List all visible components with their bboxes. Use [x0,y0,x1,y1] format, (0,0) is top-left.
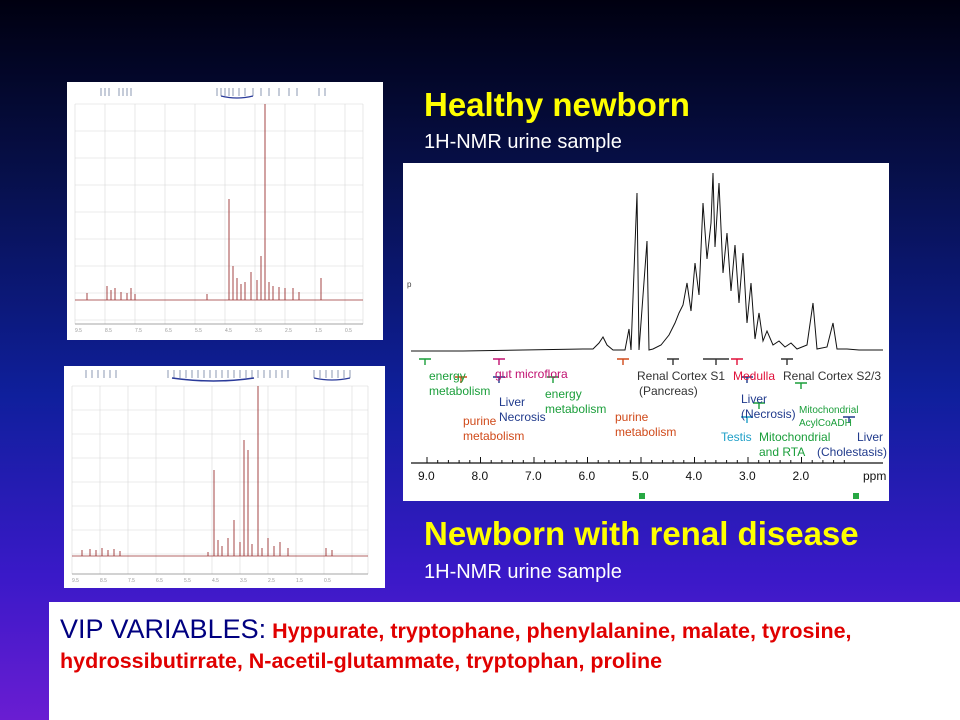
vip-variables-label: VIP VARIABLES: [60,614,267,644]
vip-metabolites-list: Hyppurate, tryptophane, phenylalanine, m… [60,619,852,673]
annotation-label: metabolism [545,402,606,416]
annotation-label: gut microflora [495,367,568,381]
svg-text:0.5: 0.5 [324,578,331,584]
renal-disease-subtitle: 1H-NMR urine sample [424,561,622,583]
annotation-label: Renal Cortex S2/3 [783,369,881,383]
healthy-newborn-subtitle: 1H-NMR urine sample [424,131,622,153]
annotation-label: Mitochondrial [799,405,858,416]
annotation-label: Medulla [733,369,775,383]
annotation-label: and RTA [759,445,805,459]
svg-text:1.5: 1.5 [315,328,322,334]
svg-text:4.5: 4.5 [212,578,219,584]
axis-tick-label: 7.0 [525,469,542,483]
annotation-label: energy [429,369,466,383]
annotation-label: (Necrosis) [741,407,796,421]
healthy-spectrum-plot: 9.5 8.5 7.5 6.5 5.5 4.5 3.5 2.5 1.5 0.5 [74,88,364,334]
svg-text:p: p [407,280,412,289]
annotation-label: Testis [721,430,752,444]
renal-spectrum-thumbnail: 9.5 8.5 7.5 6.5 5.5 4.5 3.5 2.5 1.5 0.5 [64,366,385,588]
svg-text:2.5: 2.5 [285,328,292,334]
annotation-label: Liver [857,430,883,444]
svg-text:7.5: 7.5 [128,578,135,584]
annotation-label: (Pancreas) [639,384,698,398]
axis-tick-label: 5.0 [632,469,649,483]
annotation-label: Necrosis [499,410,546,424]
svg-text:7.5: 7.5 [135,328,142,334]
axis-tick-label: 9.0 [418,469,435,483]
svg-text:4.5: 4.5 [225,328,232,334]
svg-text:9.5: 9.5 [75,328,82,334]
svg-text:0.5: 0.5 [345,328,352,334]
annotation-label: Liver [741,392,767,406]
annotated-spectrum-plot: p energy metabolism gut microflora Liver [403,163,889,501]
annotation-label: AcylCoADH [799,418,852,429]
annotation-label: purine [463,414,497,428]
annotation-label: Renal Cortex S1 [637,369,725,383]
annotation-label: Liver [499,395,525,409]
healthy-newborn-title: Healthy newborn [424,86,690,123]
renal-disease-title: Newborn with renal disease [424,515,859,552]
svg-text:8.5: 8.5 [100,578,107,584]
svg-text:5.5: 5.5 [184,578,191,584]
vip-variables-text: VIP VARIABLES: Hyppurate, tryptophane, p… [60,614,950,676]
annotation-label: metabolism [463,429,524,443]
svg-text:9.5: 9.5 [72,578,79,584]
svg-text:6.5: 6.5 [156,578,163,584]
svg-text:6.5: 6.5 [165,328,172,334]
svg-text:3.5: 3.5 [255,328,262,334]
axis-tick-label: 2.0 [793,469,810,483]
annotation-label: metabolism [429,384,490,398]
annotated-nmr-spectrum: p energy metabolism gut microflora Liver [403,163,889,501]
axis-tick-label: 8.0 [472,469,489,483]
svg-text:2.5: 2.5 [268,578,275,584]
axis-tick-label: 4.0 [686,469,703,483]
svg-text:1.5: 1.5 [296,578,303,584]
annotation-label: metabolism [615,425,676,439]
vip-variables-box: VIP VARIABLES: Hyppurate, tryptophane, p… [49,602,960,720]
annotation-label: energy [545,387,582,401]
svg-text:8.5: 8.5 [105,328,112,334]
axis-unit-label: ppm [863,469,886,483]
svg-text:3.5: 3.5 [240,578,247,584]
axis-tick-label: 6.0 [579,469,596,483]
annotation-label: Mitochondrial [759,430,830,444]
renal-spectrum-plot: 9.5 8.5 7.5 6.5 5.5 4.5 3.5 2.5 1.5 0.5 [71,370,369,584]
annotation-label: purine [615,410,649,424]
annotation-label: (Cholestasis) [817,445,887,459]
svg-text:5.5: 5.5 [195,328,202,334]
axis-tick-label: 3.0 [739,469,756,483]
healthy-spectrum-thumbnail: 9.5 8.5 7.5 6.5 5.5 4.5 3.5 2.5 1.5 0.5 [67,82,383,340]
